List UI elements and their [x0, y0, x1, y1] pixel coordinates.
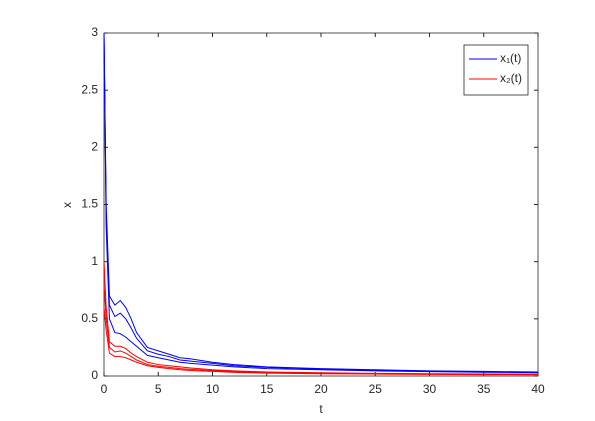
y-axis-label: x: [60, 202, 74, 208]
line-series: [103, 32, 539, 373]
line-series: [103, 32, 539, 374]
y-tick-label: 0.5: [81, 311, 98, 325]
x-tick-label: 40: [531, 382, 545, 396]
legend-label: x₁(t): [500, 51, 521, 65]
x-tick-label: 25: [369, 382, 383, 396]
x-tick-label: 10: [206, 382, 220, 396]
y-tick-label: 2: [91, 140, 98, 154]
y-tick-label: 0: [91, 368, 98, 382]
y-tick-label: 2.5: [81, 82, 98, 96]
x-tick-label: 30: [423, 382, 437, 396]
legend-box: [463, 44, 529, 96]
legend-label: x₂(t): [500, 71, 522, 85]
line-series: [103, 32, 539, 373]
x-axis-label: t: [319, 402, 323, 416]
line-series: [103, 307, 539, 376]
y-tick-label: 3: [91, 25, 98, 39]
x-tick-label: 20: [314, 382, 328, 396]
y-tick-label: 1: [91, 254, 98, 268]
x-tick-label: 0: [101, 382, 108, 396]
y-tick-label: 1.5: [81, 197, 98, 211]
x-tick-label: 15: [260, 382, 274, 396]
x-tick-label: 5: [155, 382, 162, 396]
x-tick-label: 35: [477, 382, 491, 396]
